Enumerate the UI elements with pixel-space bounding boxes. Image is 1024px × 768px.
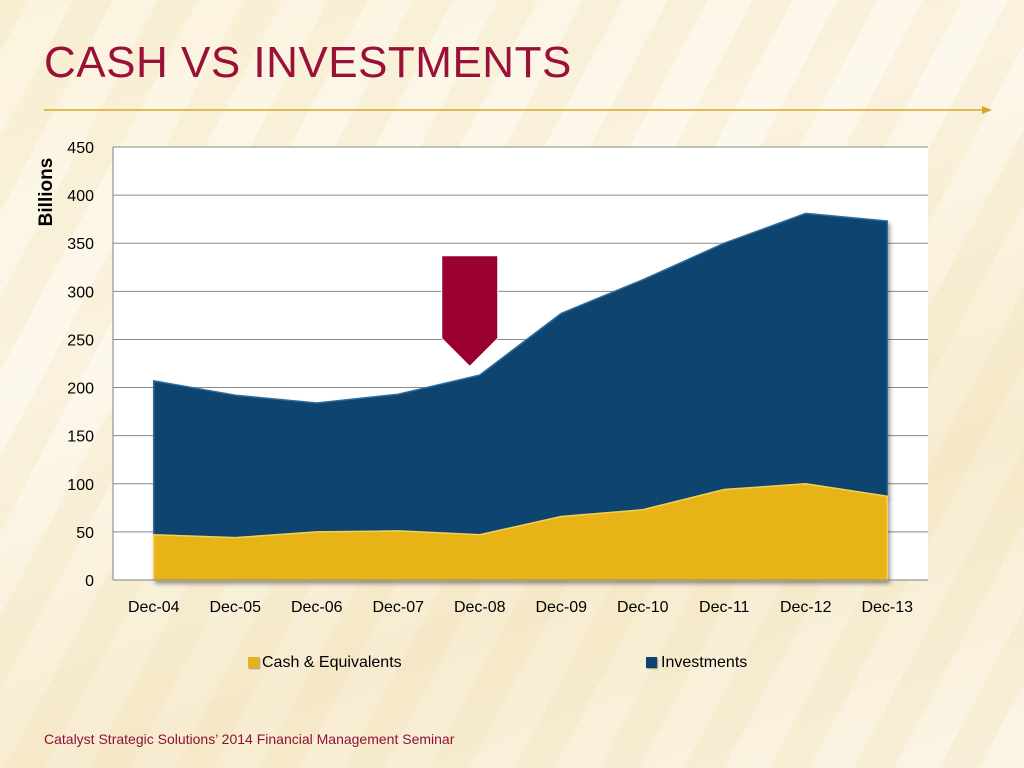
x-tick-label: Dec-06: [291, 599, 343, 616]
legend-swatch-cash: [248, 657, 259, 668]
legend-label-investments: Investments: [661, 654, 748, 671]
x-tick-label: Dec-13: [861, 599, 913, 616]
x-tick-label: Dec-09: [535, 599, 587, 616]
x-tick-label: Dec-10: [617, 599, 669, 616]
x-tick-label: Dec-11: [699, 599, 749, 616]
y-tick-label: 200: [67, 381, 94, 398]
x-tick-label: Dec-05: [209, 599, 261, 616]
y-tick-label: 450: [67, 140, 94, 157]
legend-swatch-investments: [646, 657, 657, 668]
x-tick-label: Dec-07: [372, 599, 424, 616]
y-tick-label: 100: [67, 477, 94, 494]
x-tick-label: Dec-04: [128, 599, 180, 616]
y-axis-title: Billions: [36, 158, 57, 227]
y-tick-label: 250: [67, 332, 94, 349]
x-tick-label: Dec-12: [780, 599, 832, 616]
x-tick-label: Dec-08: [454, 599, 506, 616]
title-rule: [44, 106, 992, 114]
y-tick-label: 0: [85, 573, 94, 590]
footer-text: Catalyst Strategic Solutions’ 2014 Finan…: [44, 731, 455, 747]
y-tick-label: 400: [67, 188, 94, 205]
y-tick-label: 300: [67, 284, 94, 301]
y-tick-label: 50: [76, 525, 94, 542]
legend-label-cash: Cash & Equivalents: [262, 654, 402, 671]
slide-title: CASH VS INVESTMENTS: [44, 38, 572, 87]
area-chart: 0 50 100 150 200 250 300 350 400 450 Dec-04 Dec-05 D…: [36, 140, 928, 616]
down-arrow-marker: [441, 255, 499, 368]
y-tick-label: 350: [67, 236, 94, 253]
y-tick-label: 150: [67, 429, 94, 446]
